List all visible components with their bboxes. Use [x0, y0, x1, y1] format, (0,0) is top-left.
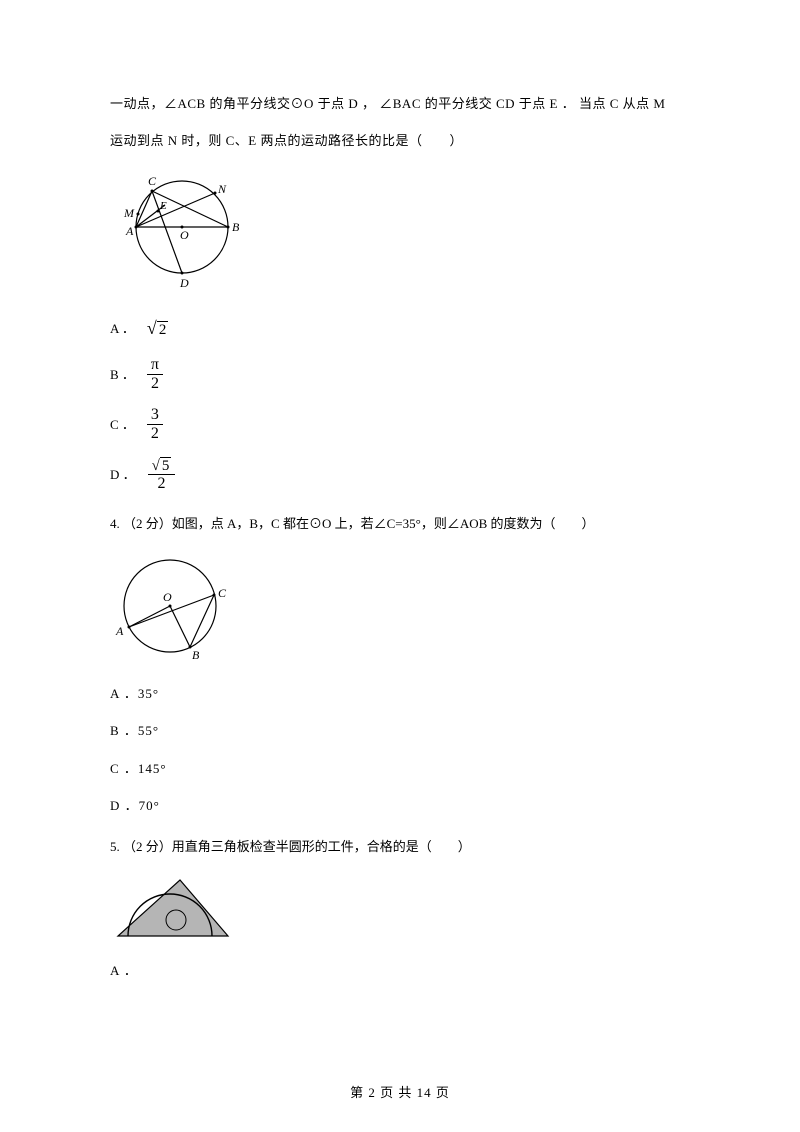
q5-figure-A: [110, 874, 690, 949]
svg-text:C: C: [148, 174, 157, 188]
q3-figure: C M E N A O B D: [110, 169, 690, 297]
q3-text-line1: 一动点，∠ACB 的角平分线交⊙O 于点 D ， ∠BAC 的平分线交 CD 于…: [110, 90, 690, 119]
q4-option-D: D ．70°: [110, 796, 690, 816]
q3-text-line2: 运动到点 N 时，则 C、E 两点的运动路径长的比是（ ）: [110, 127, 690, 156]
q4-option-C: C ．145°: [110, 759, 690, 779]
svg-text:B: B: [192, 648, 200, 662]
q3-option-C: C ． 3 2: [110, 406, 690, 442]
page-footer: 第 2 页 共 14 页: [0, 1083, 800, 1103]
option-label: B ．: [110, 365, 135, 385]
q3-option-B: B ． π 2: [110, 356, 690, 392]
option-label: C ．: [110, 415, 135, 435]
q4-option-A: A ．35°: [110, 684, 690, 704]
q3-option-D: D ． √5 2: [110, 457, 690, 493]
svg-text:O: O: [163, 590, 172, 604]
svg-text:C: C: [218, 586, 227, 600]
q3-option-A: A ． √2: [110, 315, 690, 342]
q5-option-A-label: A ．: [110, 961, 690, 981]
svg-text:O: O: [180, 228, 189, 242]
svg-text:A: A: [125, 224, 134, 238]
svg-text:D: D: [179, 276, 189, 290]
svg-text:M: M: [123, 206, 135, 220]
q4-text: 4. （2 分）如图，点 A，B，C 都在⊙O 上，若∠C=35°，则∠AOB …: [110, 511, 690, 537]
q4-option-B: B ．55°: [110, 721, 690, 741]
option-label: A ．: [110, 319, 135, 339]
svg-text:E: E: [159, 200, 167, 212]
option-label: D ．: [110, 465, 136, 485]
q5-text: 5. （2 分）用直角三角板检查半圆形的工件，合格的是（ ）: [110, 834, 690, 860]
svg-text:N: N: [217, 182, 227, 196]
svg-text:A: A: [115, 624, 124, 638]
q4-figure: O A B C: [110, 551, 690, 666]
svg-text:B: B: [232, 220, 240, 234]
